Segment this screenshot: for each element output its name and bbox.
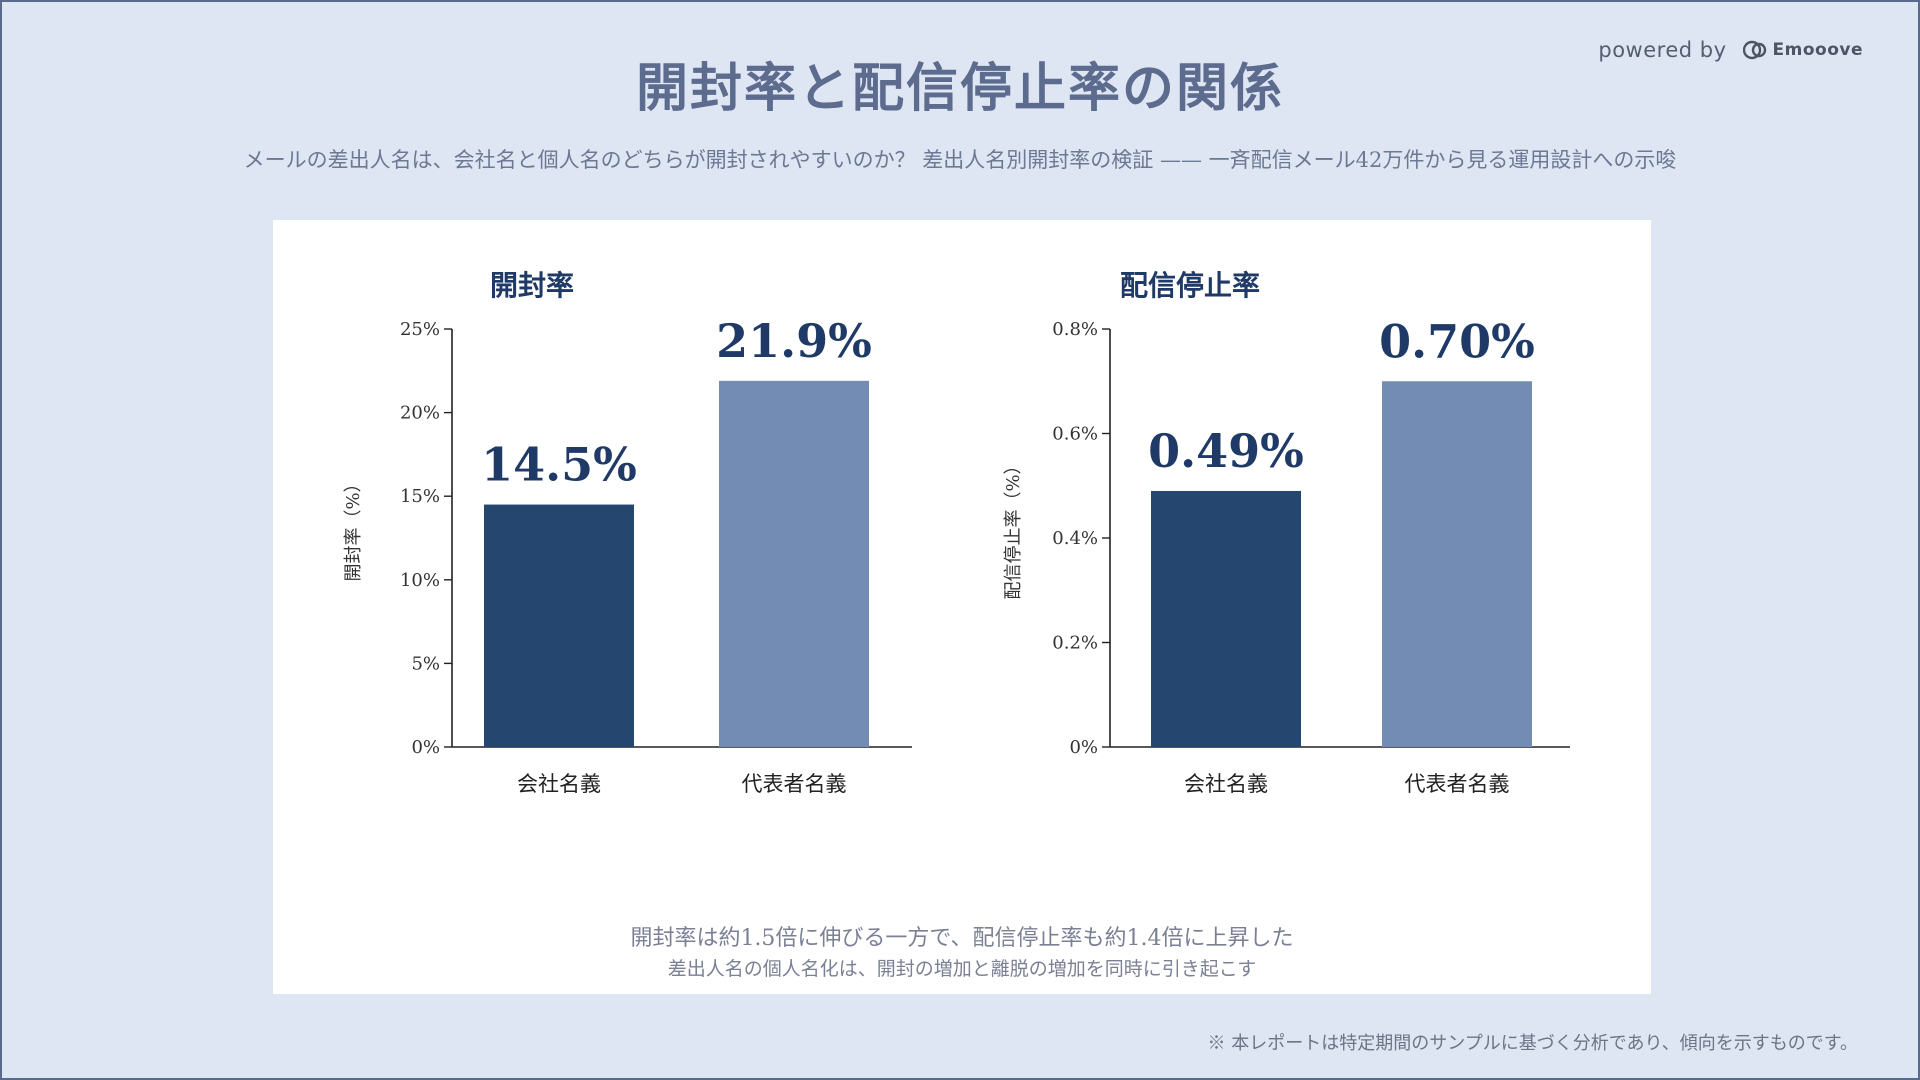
y-tick-label: 0.8% <box>1052 319 1098 340</box>
data-label: 0.70% <box>1379 314 1535 368</box>
data-label: 21.9% <box>716 314 872 368</box>
chart-title-open-rate: 開封率 <box>489 269 574 302</box>
powered-by: powered by Emooove <box>1598 38 1863 62</box>
x-tick-label: 代表者名義 <box>1405 772 1510 796</box>
brand-logo-icon <box>1742 40 1766 60</box>
data-label: 14.5% <box>481 438 637 492</box>
page-subtitle: メールの差出人名は、会社名と個人名のどちらが開封されやすいのか？ 差出人名別開封… <box>243 148 1677 172</box>
y-tick-label: 0.2% <box>1052 633 1098 654</box>
page-title: 開封率と配信停止率の関係 <box>635 58 1284 119</box>
y-axis-label: 配信停止率（%） <box>1003 456 1024 599</box>
chart-card: 開封率 配信停止率 0% 5% 10% 15% 20% 25% 開封率（%） 14.5% 会社名… <box>273 220 1651 994</box>
x-tick-label: 代表者名義 <box>742 772 847 796</box>
y-tick-label: 0% <box>1069 737 1098 758</box>
data-label: 0.49% <box>1148 424 1304 478</box>
bar <box>719 380 869 747</box>
powered-by-label: powered by <box>1598 38 1727 62</box>
y-tick-label: 0.6% <box>1052 424 1098 445</box>
y-tick-label: 25% <box>400 319 440 340</box>
brand-logo: Emooove <box>1742 39 1863 61</box>
bar <box>484 504 634 747</box>
footer-note: ※ 本レポートは特定期間のサンプルに基づく分析であり、傾向を示すものです。 <box>1207 1033 1858 1054</box>
x-tick-label: 会社名義 <box>1184 772 1268 796</box>
y-tick-label: 10% <box>400 570 440 591</box>
y-tick-label: 20% <box>400 403 440 424</box>
caption-main: 開封率は約1.5倍に伸びる一方で、配信停止率も約1.4倍に上昇した <box>630 926 1294 951</box>
y-tick-label: 5% <box>411 653 440 674</box>
y-tick-label: 15% <box>400 486 440 507</box>
caption-sub: 差出人名の個人名化は、開封の増加と離脱の増加を同時に引き起こす <box>667 958 1257 980</box>
chart-title-unsub-rate: 配信停止率 <box>1119 269 1260 302</box>
bar <box>1382 381 1532 747</box>
bar <box>1151 490 1301 747</box>
y-tick-label: 0% <box>411 737 440 758</box>
brand-name: Emooove <box>1772 40 1863 60</box>
x-tick-label: 会社名義 <box>517 772 601 796</box>
y-tick-label: 0.4% <box>1052 528 1098 549</box>
charts-svg: 0% 5% 10% 15% 20% 25% 開封率（%） 14.5% 会社名義 21.9% 代表者名… <box>343 314 1570 796</box>
y-axis-label: 開封率（%） <box>343 474 364 581</box>
